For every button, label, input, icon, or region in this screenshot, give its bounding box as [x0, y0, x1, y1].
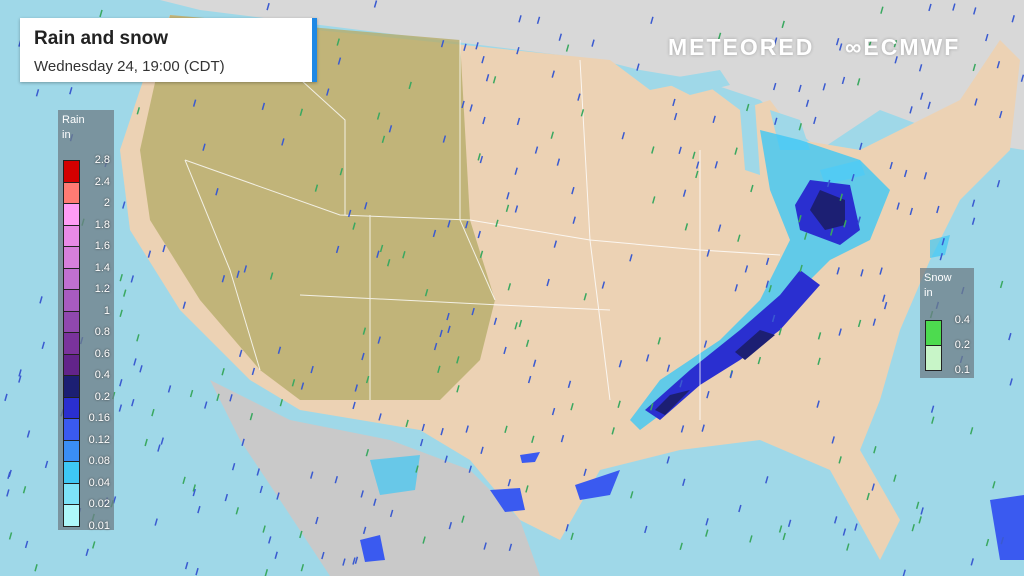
rain_legend-label: 0.08 — [89, 455, 110, 467]
rain_legend-label: 1.8 — [95, 219, 110, 231]
snow_legend-label: 0.1 — [955, 364, 970, 376]
rain_legend-label: 2.8 — [95, 154, 110, 166]
rain_legend-swatch — [63, 418, 80, 441]
rain_legend-label: 2 — [104, 197, 110, 209]
rain_legend-label: 0.8 — [95, 326, 110, 338]
rain-legend-unit: in — [62, 128, 85, 143]
rain_legend-label: 0.2 — [95, 391, 110, 403]
rain_legend-swatch — [63, 504, 80, 527]
rain_legend-label: 0.04 — [89, 477, 110, 489]
rain_legend-label: 1.6 — [95, 240, 110, 252]
rain_legend-label: 0.01 — [89, 520, 110, 532]
rain_legend-swatch — [63, 397, 80, 420]
rain_legend-label: 0.16 — [89, 412, 110, 424]
rain_legend-label: 2.4 — [95, 176, 110, 188]
rain_legend-swatch — [63, 203, 80, 226]
rain-legend: Rain in 2.8 2.4 2 1.8 1.6 1.4 1.2 1 0.8 0.6 0.4 0.2 0… — [58, 110, 114, 530]
rain_legend-swatch — [63, 225, 80, 248]
rain_legend-swatch — [63, 268, 80, 291]
rain_legend-swatch — [63, 440, 80, 463]
rain_legend-label: 0.4 — [95, 369, 110, 381]
rain_legend-label: 0.12 — [89, 434, 110, 446]
map-title: Rain and snow — [34, 28, 168, 50]
rain_legend-swatch — [63, 311, 80, 334]
rain_legend-swatch — [63, 246, 80, 269]
rain_legend-label: 1.2 — [95, 283, 110, 295]
snow-legend-unit: in — [924, 286, 952, 301]
snow_legend-label: 0.2 — [955, 339, 970, 351]
rain_legend-swatch — [63, 483, 80, 506]
snow-legend: Snow in 0.4 0.2 0.1 — [920, 268, 974, 378]
map-timestamp: Wednesday 24, 19:00 (CDT) — [34, 58, 225, 75]
meteored-logo: METEORED — [668, 34, 814, 61]
title-box: Rain and snow Wednesday 24, 19:00 (CDT) — [20, 18, 317, 82]
rain_legend-label: 1 — [104, 305, 110, 317]
rain_legend-swatch — [63, 375, 80, 398]
rain_legend-swatch — [63, 182, 80, 205]
ecmwf-wave-icon: ∞ — [845, 34, 863, 60]
snow_legend-swatch — [925, 345, 942, 371]
rain_legend-swatch — [63, 160, 80, 183]
rain-legend-title: Rain — [62, 113, 85, 128]
rain_legend-label: 0.02 — [89, 498, 110, 510]
snow_legend-swatch — [925, 320, 942, 346]
rain_legend-swatch — [63, 461, 80, 484]
ecmwf-logo: ∞ECMWF — [845, 34, 960, 61]
snow-legend-title: Snow — [924, 271, 952, 286]
rain_legend-label: 1.4 — [95, 262, 110, 274]
rain_legend-swatch — [63, 354, 80, 377]
rain_legend-swatch — [63, 289, 80, 312]
snow_legend-label: 0.4 — [955, 314, 970, 326]
rain_legend-label: 0.6 — [95, 348, 110, 360]
rain_legend-swatch — [63, 332, 80, 355]
